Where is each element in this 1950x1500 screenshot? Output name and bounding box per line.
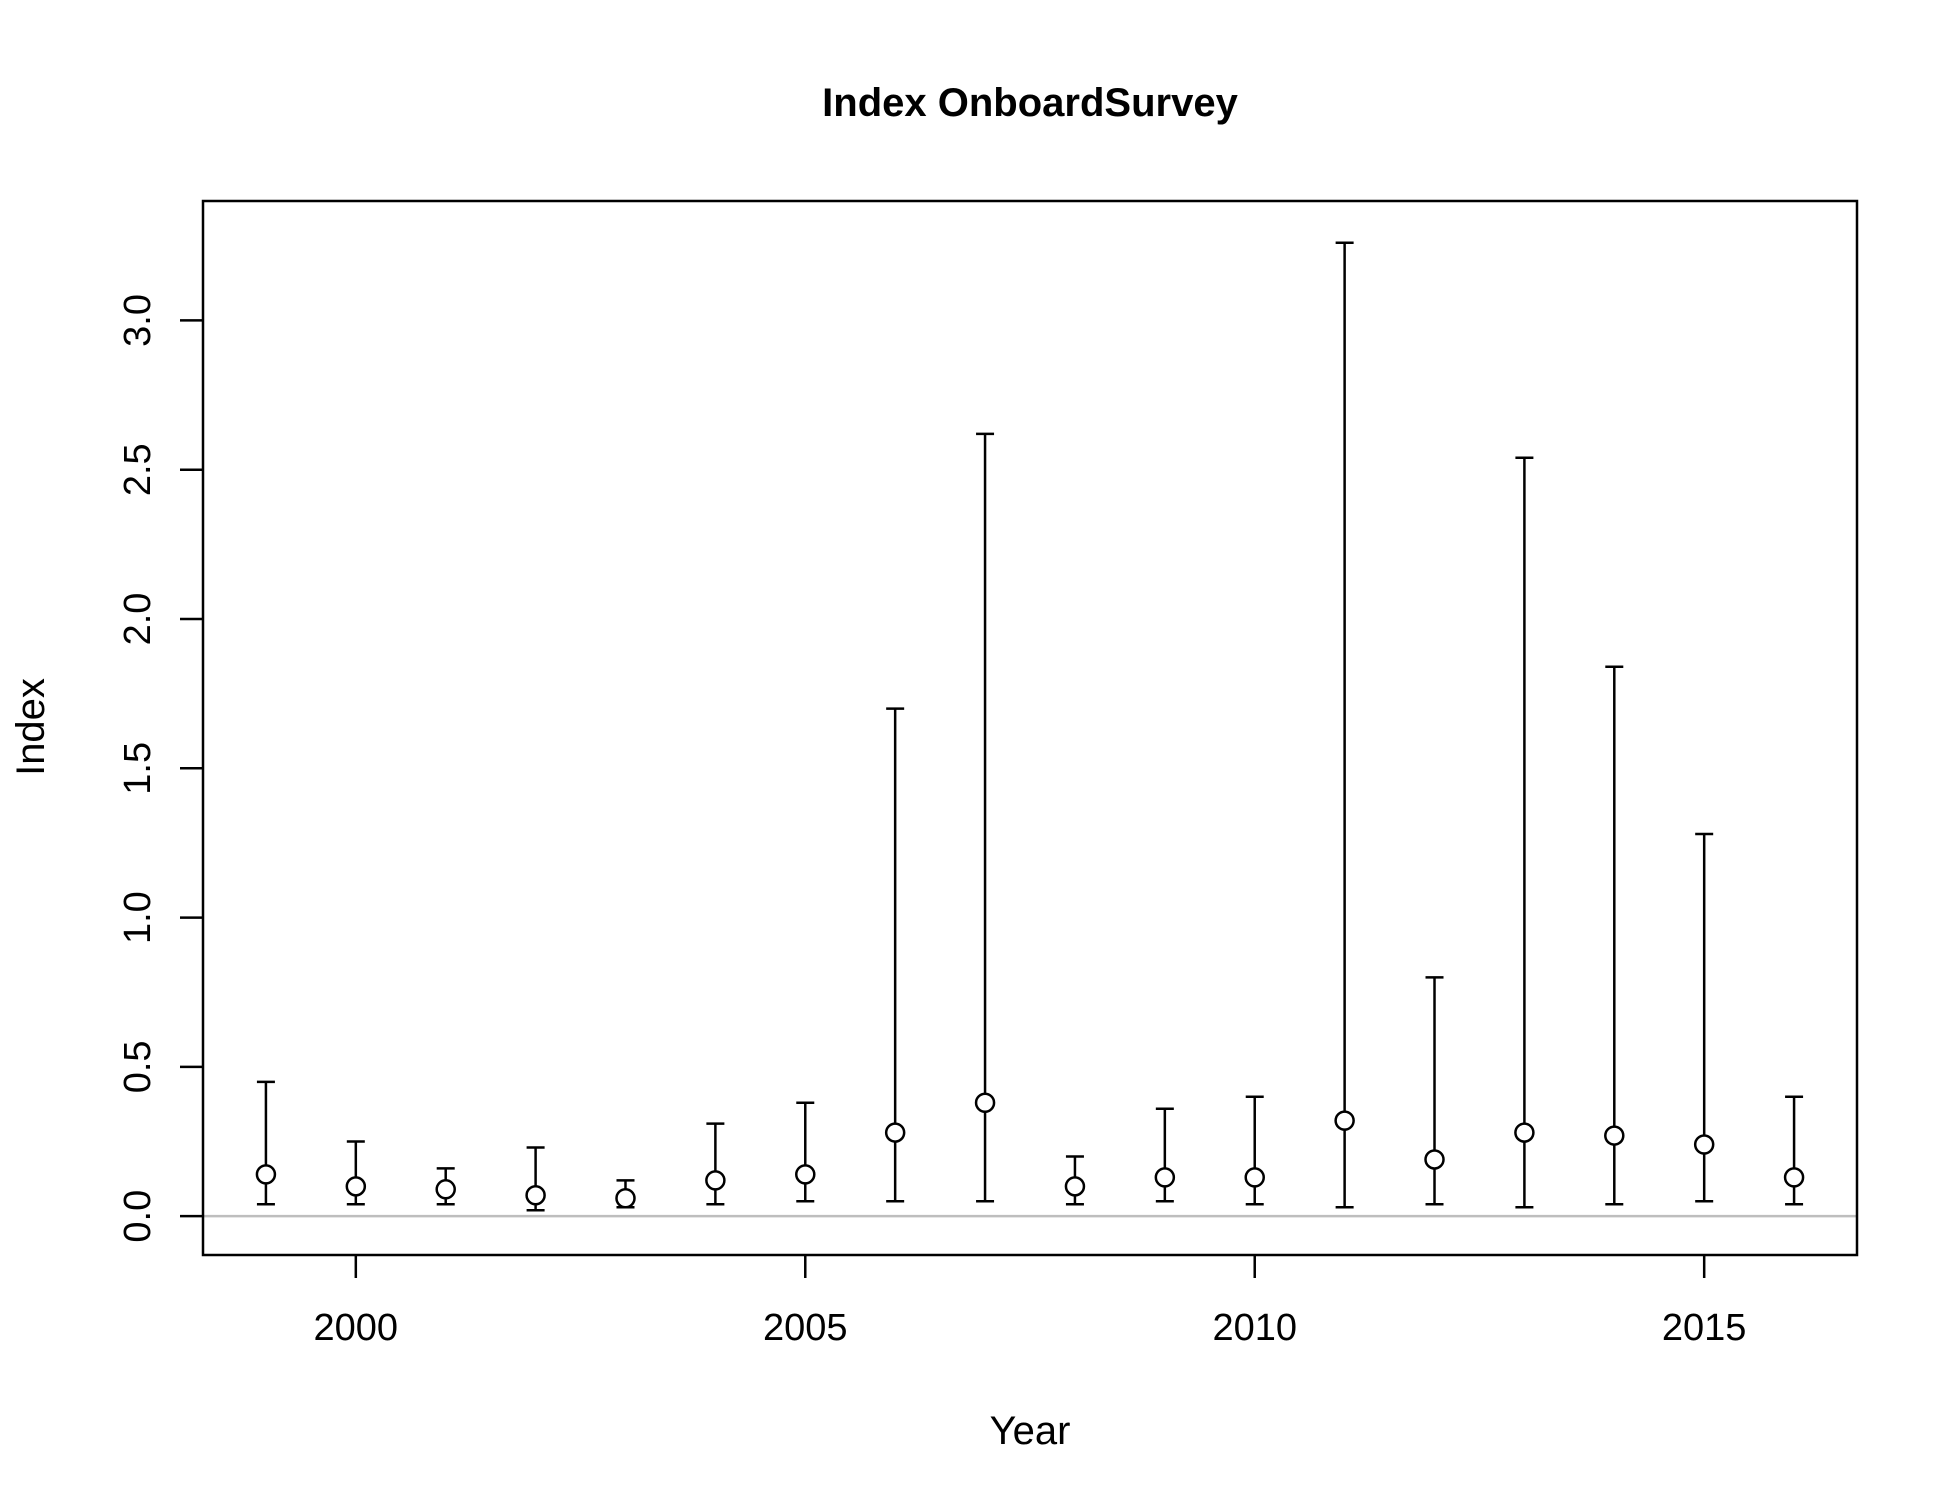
data-point <box>1064 1176 1086 1197</box>
x-axis-label: Year <box>990 1409 1071 1453</box>
data-point <box>884 1122 906 1143</box>
data-point <box>1424 1149 1445 1170</box>
y-tick-label: 0.5 <box>117 1040 159 1093</box>
data-point <box>1154 1167 1176 1188</box>
data-point <box>1514 1122 1535 1143</box>
data-point <box>1693 1134 1715 1155</box>
x-tick-label: 2005 <box>763 1307 848 1349</box>
x-tick-label: 2015 <box>1662 1307 1747 1349</box>
plot-frame <box>201 199 1859 1257</box>
data-point <box>525 1185 546 1206</box>
data-point <box>255 1164 277 1185</box>
plot-area: 2000 2005 2010 2015 0.0 0.5 1.0 1.5 2.0 2.5 3.0 <box>117 199 1859 1349</box>
y-tick-label: 1.5 <box>117 742 159 795</box>
y-axis-label: Index <box>9 678 53 776</box>
data-point <box>974 1092 996 1113</box>
data-point <box>1783 1167 1805 1188</box>
data-point <box>795 1164 816 1185</box>
data-point <box>1244 1167 1265 1188</box>
data-point <box>435 1179 456 1200</box>
data-point <box>1604 1125 1625 1146</box>
data-point <box>345 1176 367 1197</box>
x-tick-label: 2000 <box>314 1307 399 1349</box>
y-tick-label: 2.0 <box>117 593 159 646</box>
y-tick-label: 3.0 <box>117 294 159 347</box>
y-tick-label: 2.5 <box>117 443 159 496</box>
data-point <box>705 1170 726 1191</box>
data-point <box>615 1188 636 1209</box>
chart-title: Index OnboardSurvey <box>822 81 1238 125</box>
data-point <box>1334 1110 1355 1131</box>
y-tick-label: 0.0 <box>117 1190 159 1243</box>
y-tick-label: 1.0 <box>117 891 159 944</box>
x-tick-label: 2010 <box>1212 1307 1297 1349</box>
